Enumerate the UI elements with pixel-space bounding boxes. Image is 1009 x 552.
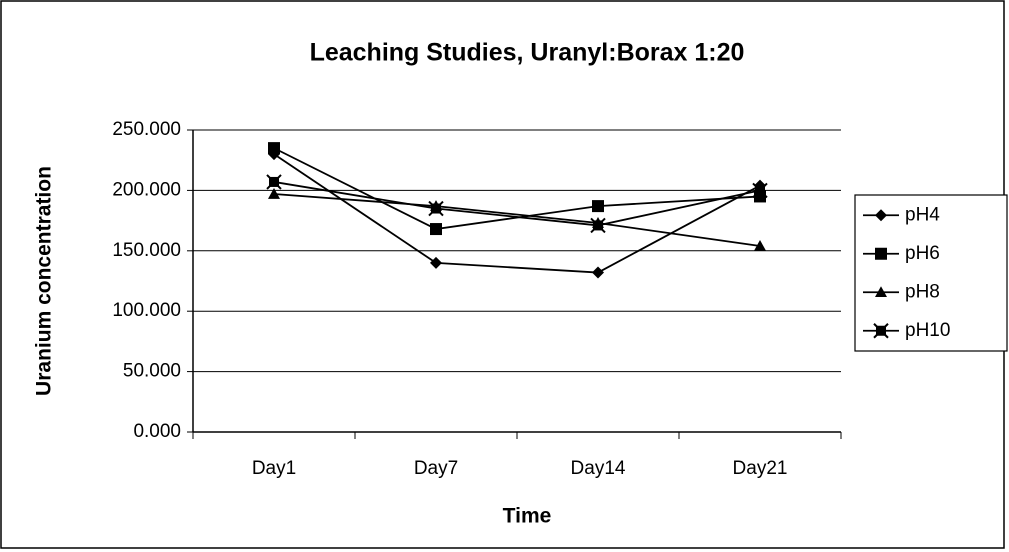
legend-label: pH6	[905, 243, 940, 264]
marker	[268, 188, 280, 199]
y-tick-label: 200.000	[112, 179, 181, 200]
legend-marker	[875, 286, 887, 298]
y-tick-label: 50.000	[123, 361, 181, 382]
legend-marker	[875, 247, 887, 260]
marker	[754, 239, 766, 251]
chart-title: Leaching Studies, Uranyl:Borax 1:20	[310, 39, 745, 67]
marker-cross	[752, 182, 768, 199]
x-tick-label: Day21	[733, 458, 788, 479]
marker	[752, 182, 768, 199]
legend-label: pH4	[905, 204, 940, 225]
marker	[428, 200, 444, 217]
legend-box	[854, 194, 1008, 352]
legend-label: pH8	[905, 281, 940, 302]
marker	[592, 200, 604, 213]
legend-marker	[873, 323, 889, 339]
y-tick-label: 150.000	[112, 240, 181, 261]
series-line	[273, 153, 761, 274]
marker-cross	[266, 174, 282, 190]
x-tick-label: Day7	[414, 458, 458, 479]
x-tick-label: Day1	[252, 458, 296, 479]
y-tick-label: 100.000	[112, 300, 181, 321]
marker-cross	[428, 200, 444, 217]
marker	[266, 174, 282, 190]
series-line	[273, 181, 761, 227]
marker	[430, 223, 442, 236]
marker	[590, 217, 606, 234]
legend-label: pH10	[905, 320, 950, 341]
marker-cross	[873, 323, 889, 339]
marker	[268, 142, 280, 155]
x-axis-label: Time	[503, 505, 552, 528]
y-tick-label: 0.000	[133, 421, 181, 442]
y-axis-label: Uranium concentration	[33, 166, 56, 396]
series-line	[273, 193, 761, 247]
marker	[592, 266, 604, 279]
y-tick-label: 250.000	[112, 119, 181, 140]
x-tick-label: Day14	[571, 458, 626, 479]
marker-cross	[590, 217, 606, 234]
marker	[430, 256, 442, 269]
legend-marker	[875, 209, 887, 222]
